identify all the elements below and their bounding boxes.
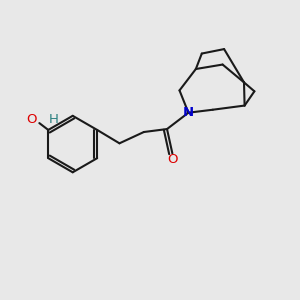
Text: O: O <box>168 154 178 166</box>
Text: H: H <box>49 113 58 126</box>
Text: O: O <box>26 113 37 126</box>
Text: N: N <box>183 106 194 119</box>
